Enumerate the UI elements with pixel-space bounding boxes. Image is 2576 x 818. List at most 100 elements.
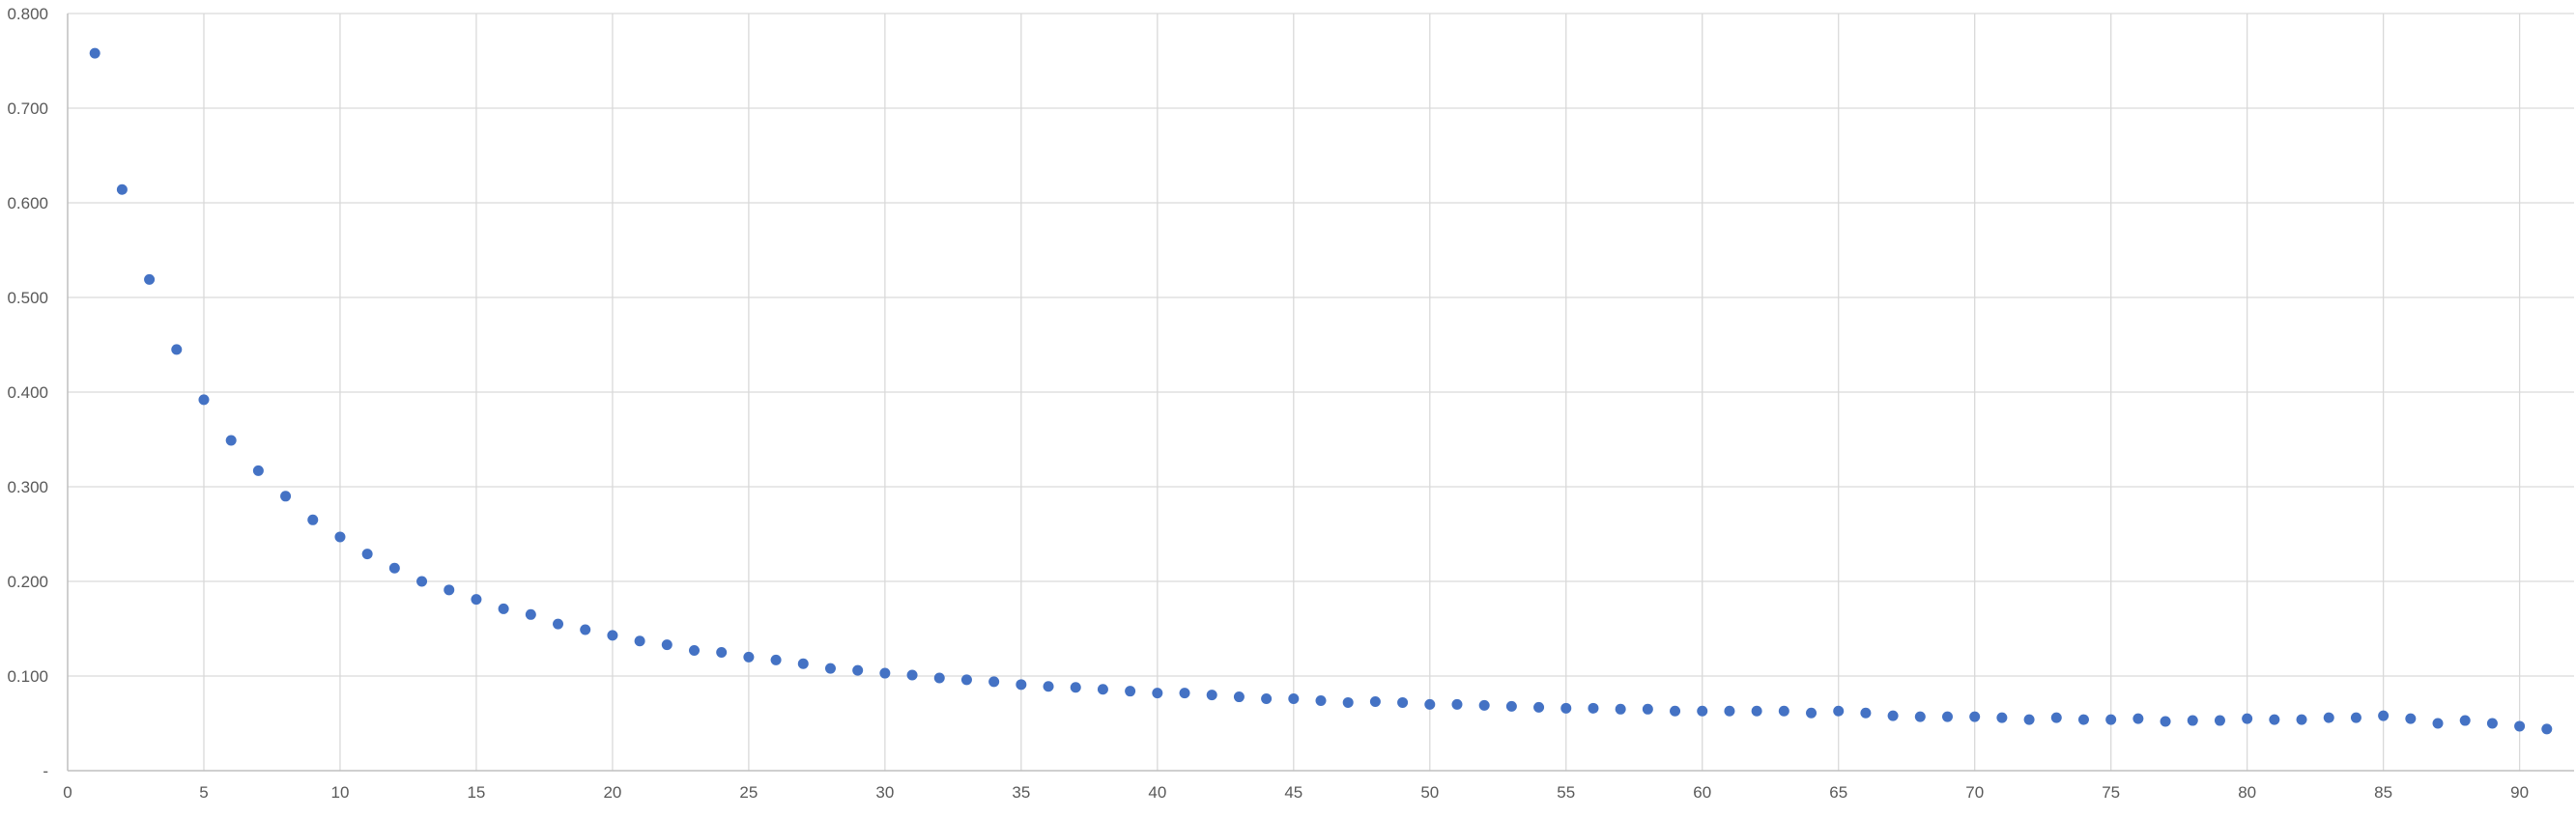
data-point	[2023, 714, 2035, 725]
data-point	[1833, 705, 1845, 717]
data-point	[1315, 694, 1327, 706]
y-tick-label: 0.100	[7, 667, 48, 686]
data-point	[2242, 713, 2253, 724]
data-point	[1206, 690, 1217, 701]
x-tick-label: 15	[467, 783, 485, 802]
data-point	[2269, 714, 2280, 725]
data-point	[2132, 713, 2144, 724]
data-point	[607, 630, 618, 641]
data-point	[171, 344, 183, 355]
data-point	[2459, 715, 2471, 726]
y-tick-label: 0.300	[7, 478, 48, 496]
data-point	[1043, 681, 1054, 692]
x-tick-label: 20	[603, 783, 621, 802]
data-point	[1397, 696, 1409, 708]
data-point	[1478, 699, 1490, 711]
data-point	[2514, 720, 2526, 732]
data-point	[1996, 712, 2008, 723]
x-tick-label: 10	[330, 783, 349, 802]
y-tick-label: -	[43, 762, 48, 780]
data-point	[1751, 705, 1762, 717]
x-tick-label: 70	[1965, 783, 1984, 802]
x-tick-label: 35	[1012, 783, 1030, 802]
data-point	[1560, 702, 1572, 714]
x-tick-label: 55	[1557, 783, 1575, 802]
x-axis-tick-labels: 0 5 10 15 20 25 30 35 40 45 50 55 60 65 70 75 80 85 90	[63, 783, 2529, 802]
data-point	[1860, 707, 1872, 719]
data-point	[661, 639, 673, 651]
data-point	[1070, 682, 1081, 693]
data-point	[1806, 707, 1818, 719]
data-point	[797, 658, 809, 669]
x-tick-label: 45	[1284, 783, 1302, 802]
data-point	[743, 651, 755, 663]
data-point	[2187, 715, 2198, 726]
data-point	[1288, 693, 1300, 705]
x-tick-label: 90	[2510, 783, 2529, 802]
y-tick-label: 0.800	[7, 5, 48, 23]
data-point	[1697, 705, 1708, 717]
data-point	[2077, 714, 2089, 725]
x-tick-label: 40	[1148, 783, 1166, 802]
data-point	[2350, 712, 2361, 723]
data-point	[2378, 710, 2390, 721]
data-point	[770, 654, 782, 665]
data-point	[634, 635, 645, 647]
data-point	[1125, 686, 1136, 697]
y-tick-label: 0.600	[7, 194, 48, 212]
data-point	[334, 531, 346, 543]
x-tick-label: 30	[875, 783, 894, 802]
y-tick-label: 0.500	[7, 289, 48, 307]
data-point	[1724, 705, 1735, 717]
gridlines	[68, 13, 2574, 771]
data-point	[1670, 705, 1681, 717]
data-point	[2323, 712, 2334, 723]
data-point	[1887, 710, 1899, 721]
data-point	[1914, 711, 1926, 722]
data-point	[1261, 693, 1273, 705]
data-point	[580, 624, 591, 635]
data-point	[2541, 723, 2553, 735]
data-point	[2160, 716, 2171, 727]
data-point	[144, 273, 156, 285]
data-points	[89, 47, 2553, 735]
data-point	[2296, 714, 2307, 725]
data-point	[933, 672, 945, 684]
x-tick-label: 50	[1420, 783, 1439, 802]
data-point	[1016, 679, 1027, 691]
data-point	[471, 594, 482, 606]
data-point	[2105, 714, 2117, 725]
x-tick-label: 80	[2238, 783, 2256, 802]
data-point	[1342, 696, 1354, 708]
data-point	[1778, 705, 1789, 717]
data-point	[824, 663, 836, 674]
data-point	[553, 618, 564, 630]
data-point	[1451, 698, 1463, 710]
data-point	[498, 603, 509, 614]
data-point	[307, 514, 319, 525]
data-point	[960, 674, 972, 686]
x-tick-label: 5	[199, 783, 208, 802]
data-point	[716, 647, 728, 658]
data-point	[689, 645, 700, 657]
data-point	[2405, 713, 2417, 724]
data-point	[1642, 703, 1653, 715]
data-point	[280, 491, 292, 502]
x-tick-label: 65	[1829, 783, 1847, 802]
x-tick-label: 75	[2102, 783, 2120, 802]
y-tick-label: 0.200	[7, 573, 48, 591]
data-point	[2486, 718, 2498, 729]
data-point	[1097, 684, 1108, 695]
data-point	[525, 608, 536, 620]
data-point	[1942, 711, 1953, 722]
x-tick-label: 60	[1693, 783, 1711, 802]
x-tick-label: 25	[739, 783, 758, 802]
data-point	[2432, 718, 2444, 729]
data-point	[116, 183, 128, 195]
data-point	[1424, 698, 1436, 710]
y-tick-label: 0.700	[7, 99, 48, 118]
y-tick-label: 0.400	[7, 383, 48, 402]
data-point	[198, 394, 210, 406]
